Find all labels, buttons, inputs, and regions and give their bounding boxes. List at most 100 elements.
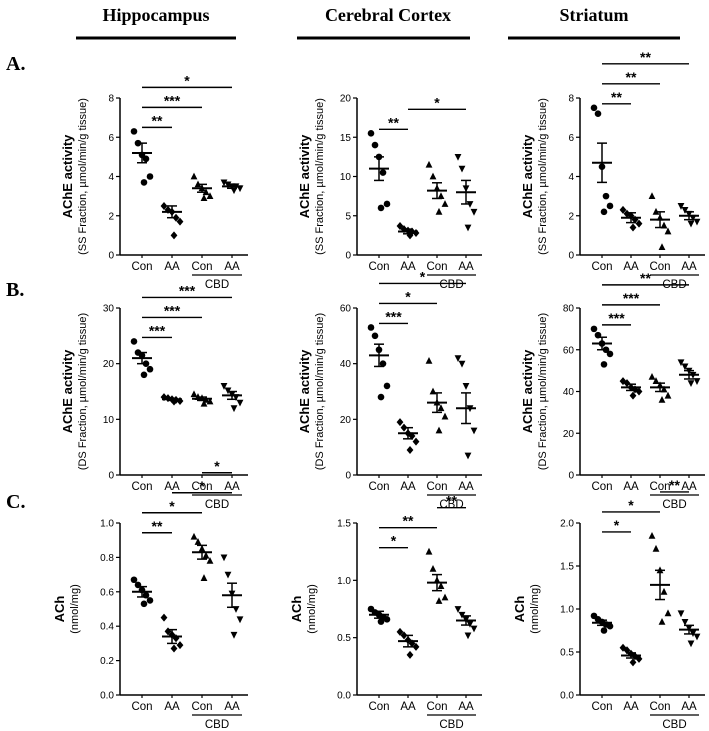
x-tick-label: AA	[458, 701, 474, 713]
x-tick-label: AA	[224, 261, 240, 273]
data-point	[658, 395, 666, 403]
y-tick-label: 6	[108, 133, 114, 144]
data-point	[206, 397, 214, 405]
y-tick-label: 20	[563, 429, 575, 440]
x-tick-label: AA	[623, 261, 639, 273]
y-axis-label: AChE activity	[520, 134, 535, 219]
data-point	[429, 172, 437, 180]
data-point	[146, 597, 154, 604]
data-point	[176, 217, 184, 226]
data-point	[396, 627, 404, 636]
data-point	[652, 544, 660, 552]
y-tick-label: 0.2	[100, 656, 114, 667]
significance-label: **	[626, 69, 637, 85]
group-label: CBD	[439, 719, 463, 731]
data-point	[224, 571, 232, 579]
chart-panel: 0 5 10 15 20 Con AA Con AA CBD AChE activity (SS Fr…	[297, 94, 482, 291]
data-point	[454, 355, 462, 362]
y-tick-label: 0.0	[337, 691, 351, 702]
data-point	[371, 332, 379, 340]
y-axis-sublabel: (SS Fraction, µmol/min/g tissue)	[537, 98, 549, 255]
y-tick-label: 0.5	[560, 648, 574, 659]
data-point	[425, 356, 433, 364]
region-header: Cerebral Cortex	[325, 5, 451, 25]
significance-label: **	[152, 112, 163, 128]
data-point	[220, 383, 228, 390]
data-point	[130, 576, 138, 584]
significance-label: **	[446, 493, 457, 509]
data-point	[200, 399, 208, 407]
data-point	[470, 208, 478, 216]
x-tick-label: AA	[458, 261, 474, 273]
region-headers: Hippocampus Cerebral Cortex Striatum	[76, 5, 680, 40]
data-point	[458, 165, 466, 173]
data-point	[406, 231, 414, 240]
y-tick-label: 0.4	[100, 622, 114, 633]
data-point	[367, 324, 375, 331]
data-point	[377, 204, 385, 212]
data-point	[146, 173, 154, 180]
data-point	[606, 350, 614, 358]
data-point	[660, 385, 668, 393]
data-point	[693, 218, 701, 226]
y-tick-label: 2	[108, 211, 114, 222]
data-point	[441, 412, 449, 420]
data-point	[170, 231, 178, 240]
x-tick-label: Con	[426, 261, 447, 273]
data-point	[664, 391, 672, 399]
x-tick-label: Con	[131, 701, 152, 713]
data-point	[435, 597, 443, 604]
data-point	[396, 418, 404, 427]
x-tick-label: Con	[591, 261, 612, 273]
data-point	[658, 618, 666, 625]
y-tick-label: 0.6	[100, 587, 114, 598]
region-header: Striatum	[560, 5, 629, 25]
data-point	[629, 223, 637, 232]
significance-label: **	[403, 513, 414, 529]
x-tick-label: AA	[681, 261, 697, 273]
data-point	[170, 644, 178, 653]
data-point	[140, 179, 148, 186]
y-tick-label: 0.8	[100, 553, 114, 564]
y-tick-label: 2.0	[560, 519, 574, 530]
data-point	[130, 128, 138, 135]
y-tick-label: 60	[563, 345, 575, 356]
data-point	[648, 372, 656, 380]
data-point	[429, 564, 437, 572]
data-point	[230, 405, 238, 413]
data-point	[406, 445, 414, 454]
data-point	[660, 587, 668, 595]
data-point	[602, 192, 610, 200]
group-label: CBD	[439, 279, 463, 291]
data-point	[437, 582, 445, 589]
significance-label: *	[169, 498, 175, 514]
row-label: B.	[6, 279, 24, 301]
data-point	[200, 574, 208, 581]
chart-panel: 0 20 40 60 Con AA Con AA CBD AChE activity (DS Fra…	[297, 268, 482, 511]
data-point	[464, 224, 472, 232]
y-axis-sublabel: (DS Fraction, µmol/min/g tissue)	[77, 313, 89, 470]
data-point	[677, 203, 685, 210]
y-tick-label: 10	[340, 172, 352, 183]
chart-panel: 0.0 0.5 1.0 1.5 2.0 Con AA Con AA CBD ACh (nmol/mg)…	[512, 477, 705, 731]
y-tick-label: 8	[568, 94, 574, 105]
data-point	[687, 220, 695, 228]
x-tick-label: Con	[591, 701, 612, 713]
significance-label: ***	[179, 282, 196, 298]
data-point	[140, 600, 148, 608]
y-axis-label: AChE activity	[520, 349, 535, 434]
data-point	[130, 338, 138, 345]
x-tick-label: AA	[681, 481, 697, 493]
x-tick-label: AA	[681, 701, 697, 713]
data-point	[441, 593, 449, 601]
data-point	[470, 427, 478, 435]
data-point	[629, 658, 637, 667]
y-tick-label: 0.0	[100, 691, 114, 702]
significance-label: *	[405, 288, 411, 304]
data-point	[200, 194, 208, 201]
y-axis-sublabel: (SS Fraction, µmol/min/g tissue)	[314, 98, 326, 255]
y-tick-label: 0	[568, 471, 574, 482]
data-point	[142, 155, 150, 163]
y-tick-label: 4	[568, 172, 574, 183]
